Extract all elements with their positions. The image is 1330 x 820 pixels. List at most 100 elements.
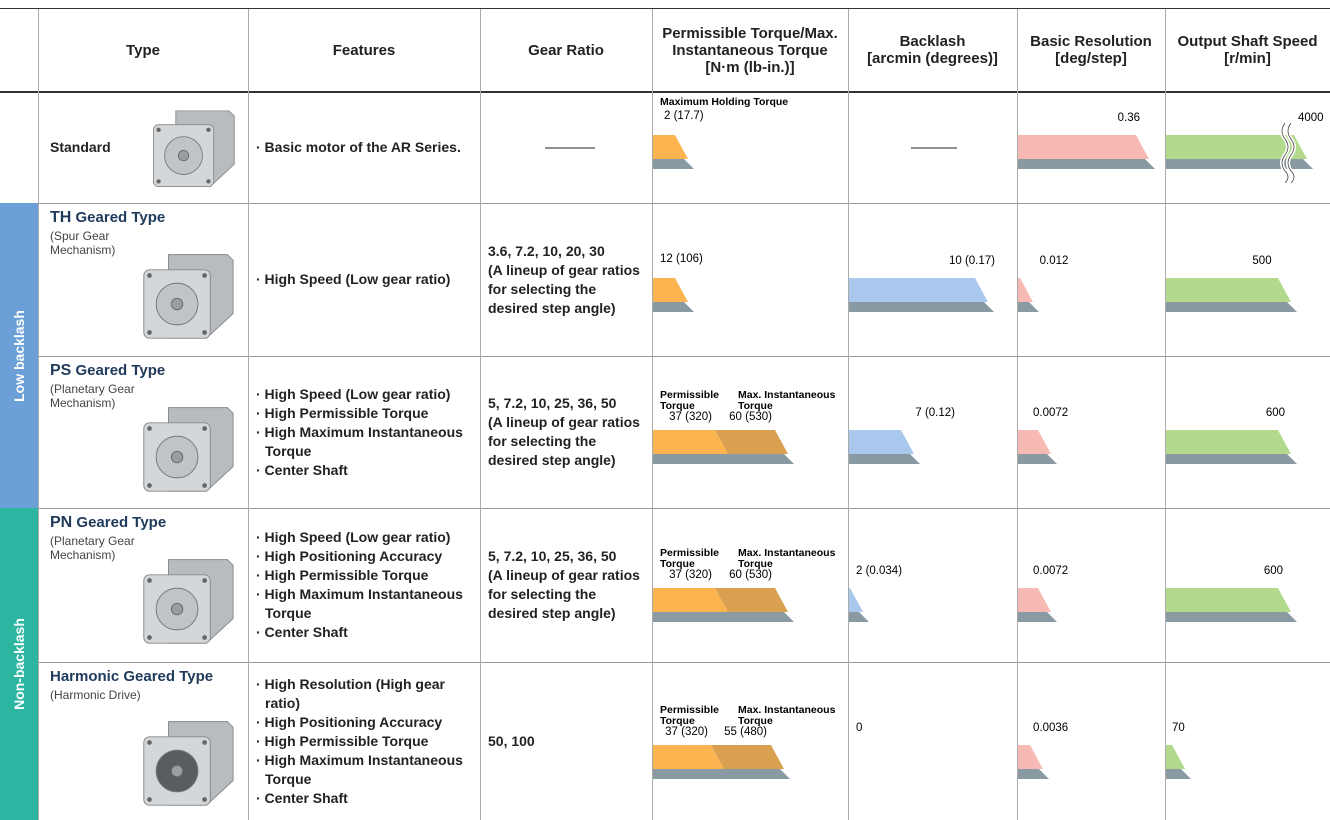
bar-shadow [1166,610,1297,622]
motor-image [143,559,234,644]
gear-ratios: 3.6, 7.2, 10, 20, 30 [488,242,605,259]
torque-label: Torque [738,558,773,570]
header-text: Basic Resolution [1030,33,1152,50]
feature-item: · High Permissible Torque [256,404,429,421]
motor-shaft [170,297,184,311]
bar [1166,588,1291,612]
type-title: PN Geared Type [50,514,166,532]
group-strip: Non-backlash [0,508,38,820]
torque-value: 37 (320) [669,569,712,581]
type-mechanism: (Harmonic Drive) [50,688,141,702]
gear-note: (A lineup of gear ratios for selecting t… [488,414,640,468]
resolution-value: 0.012 [1040,255,1069,267]
torque-value: 2 (17.7) [664,110,704,122]
gear-note: (A lineup of gear ratios for selecting t… [488,567,640,621]
bar-shadow [653,157,694,169]
header-cell: Type [38,8,248,92]
gear-ratios: 5, 7.2, 10, 25, 36, 50 [488,548,617,564]
torque-label: Permissible [660,704,719,716]
motor-image [143,721,234,806]
bar-shadow [1018,157,1155,169]
bar [1018,135,1149,159]
type-title: TH Geared Type [50,209,165,227]
screw [156,127,161,132]
header-text: Gear Ratio [528,41,604,59]
bar [653,430,728,454]
torque-value: 60 (530) [729,569,772,581]
feature-item: · High Speed (Low gear ratio) [256,529,451,545]
gear-ratio: 50, 100 [488,662,644,820]
screw [202,740,207,745]
gear-note: (A lineup of gear ratios for selecting t… [488,261,640,316]
torque-label: Permissible [660,389,719,401]
type-title: PS Geared Type [50,362,165,380]
features: · High Resolution (High gear ratio) · Hig… [256,662,476,820]
screw [147,483,152,488]
type-title: Harmonic Geared Type [50,668,213,685]
torque-label: Torque [738,400,773,412]
header-text: [r/min] [1224,50,1271,67]
bar-shadow [849,452,920,464]
feature-item: · High Permissible Torque [256,732,429,749]
bar [715,588,788,612]
header-text: Output Shaft Speed [1177,33,1318,50]
screw [206,127,211,132]
backlash-value: 2 (0.034) [856,565,902,577]
feature-item: · Center Shaft [256,789,348,806]
torque-label: Max. Instantaneous [738,704,836,716]
screw [202,273,207,278]
motor-shaft [170,764,184,778]
header-text: Instantaneous Torque [672,41,828,59]
bar-shadow [1018,452,1057,464]
bar-shadow [1018,767,1049,779]
header-cell: Features [248,8,480,92]
type-code: PS [50,362,72,379]
screw [147,578,152,583]
bar [1166,745,1185,769]
feature-item: · High Maximum Instantaneous Torque [256,586,463,621]
torque-value: 12 (106) [660,253,703,265]
group-label: Low backlash [11,309,27,402]
feature-item: · Center Shaft [256,624,348,640]
features: · High Speed (Low gear ratio) [256,203,476,356]
bar [653,745,724,769]
group-strip: Low backlash [0,203,38,508]
torque-label: Torque [660,715,695,727]
bar-shadow [653,610,794,622]
feature-item: · High Permissible Torque [256,567,429,583]
resolution-value: 0.0072 [1033,407,1068,419]
group-label: Non-backlash [11,618,27,710]
screw [147,797,152,802]
screw [206,179,211,184]
bar [711,745,784,769]
bar-shadow [849,610,869,622]
resolution-value: 0.0036 [1033,722,1068,734]
feature-item: · High Maximum Instantaneous Torque [256,751,463,787]
bar-shadow [1166,157,1313,169]
bar [849,588,863,612]
screw [202,426,207,431]
speed-value: 4000 [1298,112,1324,124]
torque-value: 37 (320) [669,411,712,423]
type-code: PN [50,514,73,531]
bar [653,588,728,612]
screw [147,273,152,278]
screw [202,797,207,802]
screw [147,635,152,640]
bar [715,430,788,454]
bar-shadow [1166,767,1191,779]
motor-shaft [170,602,184,616]
torque-value: 37 (320) [665,726,708,738]
torque-label: Max. Instantaneous [738,547,836,559]
header-cell: Output Shaft Speed [r/min] [1165,8,1330,92]
type-name: Geared Type [76,514,167,531]
screw [147,330,152,335]
speed-value: 600 [1266,407,1285,419]
resolution-value: 0.36 [1118,112,1140,124]
bar-shadow [1166,300,1297,312]
gear-ratio: 3.6, 7.2, 10, 20, 30 (A lineup of gear ra… [488,203,644,356]
header-text: Features [332,41,396,59]
torque-label: Maximum Holding Torque [660,96,788,108]
backlash-value: 10 (0.17) [949,255,995,267]
